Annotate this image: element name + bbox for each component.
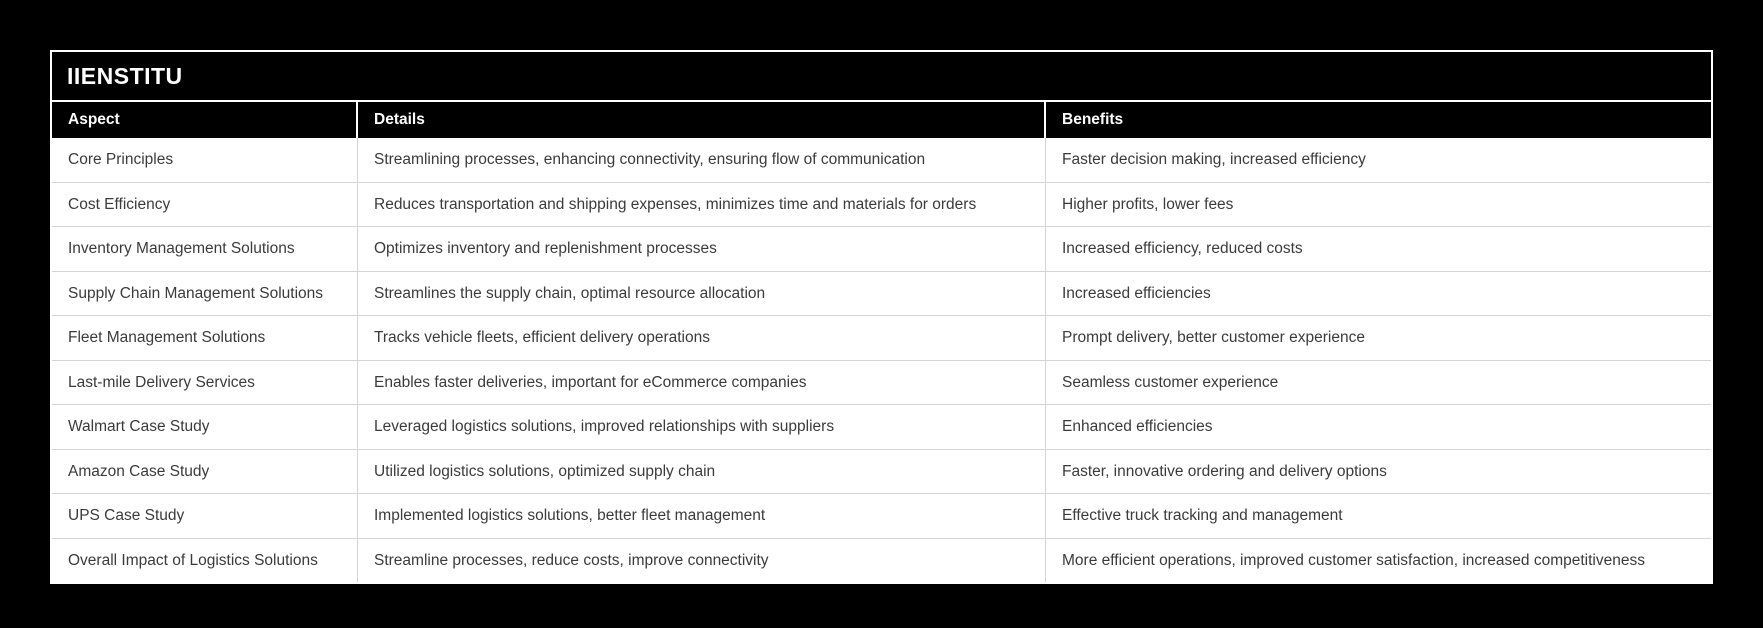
cell-benefits: Prompt delivery, better customer experie… — [1046, 315, 1711, 360]
cell-benefits: Faster, innovative ordering and delivery… — [1046, 448, 1711, 493]
cell-details: Utilized logistics solutions, optimized … — [358, 448, 1046, 493]
cell-details: Implemented logistics solutions, better … — [358, 493, 1046, 538]
cell-aspect: Inventory Management Solutions — [52, 226, 358, 271]
column-header-benefits: Benefits — [1046, 102, 1711, 138]
cell-details: Streamlines the supply chain, optimal re… — [358, 270, 1046, 315]
table-card: IIENSTITU Aspect Details Benefits Core P… — [50, 50, 1713, 584]
column-header-details: Details — [358, 102, 1046, 138]
table-row: Inventory Management Solutions Optimizes… — [52, 226, 1711, 271]
table-row: Supply Chain Management Solutions Stream… — [52, 270, 1711, 315]
cell-aspect: Overall Impact of Logistics Solutions — [52, 537, 358, 582]
cell-aspect: Supply Chain Management Solutions — [52, 270, 358, 315]
table-row: Walmart Case Study Leveraged logistics s… — [52, 404, 1711, 449]
cell-benefits: Faster decision making, increased effici… — [1046, 138, 1711, 182]
cell-details: Tracks vehicle fleets, efficient deliver… — [358, 315, 1046, 360]
cell-aspect: Amazon Case Study — [52, 448, 358, 493]
table-row: Cost Efficiency Reduces transportation a… — [52, 181, 1711, 226]
table-title: IIENSTITU — [52, 52, 1711, 102]
table-row: UPS Case Study Implemented logistics sol… — [52, 493, 1711, 538]
cell-aspect: Walmart Case Study — [52, 404, 358, 449]
logistics-table: Aspect Details Benefits Core Principles … — [52, 102, 1711, 582]
table-row: Amazon Case Study Utilized logistics sol… — [52, 448, 1711, 493]
table-row: Overall Impact of Logistics Solutions St… — [52, 537, 1711, 582]
cell-aspect: UPS Case Study — [52, 493, 358, 538]
cell-details: Enables faster deliveries, important for… — [358, 359, 1046, 404]
cell-benefits: Higher profits, lower fees — [1046, 181, 1711, 226]
cell-details: Optimizes inventory and replenishment pr… — [358, 226, 1046, 271]
cell-aspect: Core Principles — [52, 138, 358, 182]
cell-aspect: Last-mile Delivery Services — [52, 359, 358, 404]
table-row: Core Principles Streamlining processes, … — [52, 138, 1711, 182]
table-header-row: Aspect Details Benefits — [52, 102, 1711, 138]
cell-aspect: Cost Efficiency — [52, 181, 358, 226]
cell-details: Streamlining processes, enhancing connec… — [358, 138, 1046, 182]
cell-benefits: Increased efficiencies — [1046, 270, 1711, 315]
cell-aspect: Fleet Management Solutions — [52, 315, 358, 360]
table-body: Core Principles Streamlining processes, … — [52, 138, 1711, 582]
cell-benefits: Increased efficiency, reduced costs — [1046, 226, 1711, 271]
cell-details: Leveraged logistics solutions, improved … — [358, 404, 1046, 449]
cell-details: Streamline processes, reduce costs, impr… — [358, 537, 1046, 582]
column-header-aspect: Aspect — [52, 102, 358, 138]
cell-benefits: Enhanced efficiencies — [1046, 404, 1711, 449]
cell-benefits: Effective truck tracking and management — [1046, 493, 1711, 538]
cell-benefits: More efficient operations, improved cust… — [1046, 537, 1711, 582]
cell-details: Reduces transportation and shipping expe… — [358, 181, 1046, 226]
cell-benefits: Seamless customer experience — [1046, 359, 1711, 404]
table-row: Fleet Management Solutions Tracks vehicl… — [52, 315, 1711, 360]
table-row: Last-mile Delivery Services Enables fast… — [52, 359, 1711, 404]
